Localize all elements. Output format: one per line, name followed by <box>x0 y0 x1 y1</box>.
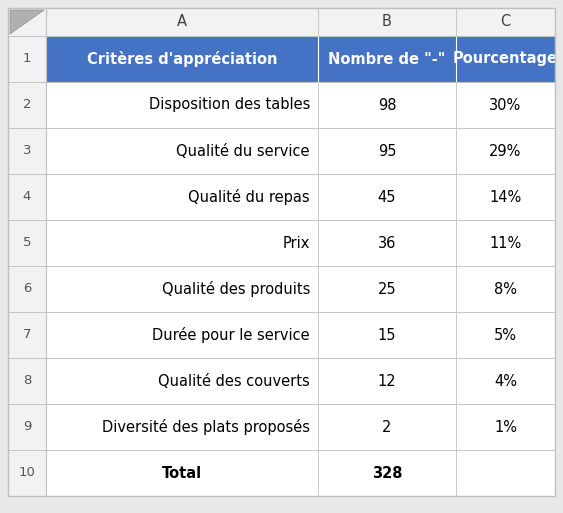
Text: Qualité du repas: Qualité du repas <box>189 189 310 205</box>
Bar <box>8 358 46 404</box>
Text: 328: 328 <box>372 465 402 481</box>
Bar <box>8 404 46 450</box>
Text: 36: 36 <box>378 235 396 250</box>
Text: 7: 7 <box>23 328 32 342</box>
Text: 15: 15 <box>378 327 396 343</box>
Bar <box>46 266 555 312</box>
Text: 8: 8 <box>23 374 31 387</box>
Bar <box>46 450 555 496</box>
Text: 11%: 11% <box>489 235 522 250</box>
Text: 14%: 14% <box>489 189 522 205</box>
Text: Diversité des plats proposés: Diversité des plats proposés <box>102 419 310 435</box>
Text: 5: 5 <box>23 236 32 249</box>
Bar <box>8 266 46 312</box>
Bar <box>8 82 46 128</box>
Bar <box>8 220 46 266</box>
Text: Prix: Prix <box>283 235 310 250</box>
Bar <box>46 36 555 82</box>
Bar <box>8 8 46 36</box>
Text: 8%: 8% <box>494 282 517 297</box>
Text: 98: 98 <box>378 97 396 112</box>
Text: 2: 2 <box>23 98 32 111</box>
Text: Qualité des couverts: Qualité des couverts <box>158 373 310 388</box>
Text: Durée pour le service: Durée pour le service <box>153 327 310 343</box>
Text: 4: 4 <box>23 190 31 204</box>
Polygon shape <box>10 10 44 34</box>
Text: 2: 2 <box>382 420 392 435</box>
Text: C: C <box>501 14 511 30</box>
Text: 95: 95 <box>378 144 396 159</box>
Text: Nombre de "-": Nombre de "-" <box>328 51 446 67</box>
Bar <box>8 128 46 174</box>
Text: 4%: 4% <box>494 373 517 388</box>
Text: 1%: 1% <box>494 420 517 435</box>
Text: 30%: 30% <box>489 97 522 112</box>
Text: 45: 45 <box>378 189 396 205</box>
Bar <box>46 174 555 220</box>
Text: 10: 10 <box>19 466 35 480</box>
Bar <box>8 174 46 220</box>
Text: Critères d'appréciation: Critères d'appréciation <box>87 51 277 67</box>
Text: Pourcentage: Pourcentage <box>453 51 558 67</box>
Bar <box>8 450 46 496</box>
Bar <box>46 220 555 266</box>
Text: 3: 3 <box>23 145 32 157</box>
Text: 9: 9 <box>23 421 31 433</box>
Text: 6: 6 <box>23 283 31 295</box>
Text: 5%: 5% <box>494 327 517 343</box>
Bar <box>46 404 555 450</box>
Text: Qualité du service: Qualité du service <box>176 144 310 159</box>
Text: A: A <box>177 14 187 30</box>
Text: 1: 1 <box>23 52 32 66</box>
Bar <box>46 128 555 174</box>
Bar <box>46 82 555 128</box>
Bar <box>8 8 555 36</box>
Text: 25: 25 <box>378 282 396 297</box>
Text: Qualité des produits: Qualité des produits <box>162 281 310 297</box>
Text: B: B <box>382 14 392 30</box>
Bar <box>8 312 46 358</box>
Bar <box>46 358 555 404</box>
Text: Total: Total <box>162 465 202 481</box>
Bar <box>8 36 46 82</box>
Text: Disposition des tables: Disposition des tables <box>149 97 310 112</box>
Bar <box>46 312 555 358</box>
Text: 12: 12 <box>378 373 396 388</box>
Text: 29%: 29% <box>489 144 522 159</box>
